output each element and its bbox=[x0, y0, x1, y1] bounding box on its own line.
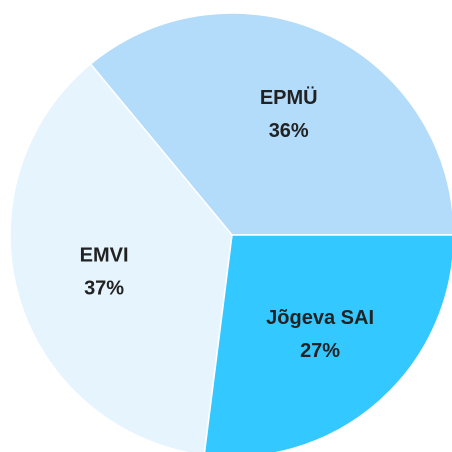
pie-slice bbox=[203, 234, 452, 452]
slice-label: Jõgeva SAI bbox=[266, 307, 374, 329]
slice-label: EMVI bbox=[80, 244, 129, 266]
slice-value-label: 36% bbox=[269, 120, 309, 142]
slice-value-label: 27% bbox=[300, 340, 340, 362]
pie-slice bbox=[9, 62, 233, 452]
pie-slice bbox=[89, 12, 452, 236]
slice-value-label: 37% bbox=[84, 277, 124, 299]
slice-label: EPMÜ bbox=[260, 86, 318, 109]
